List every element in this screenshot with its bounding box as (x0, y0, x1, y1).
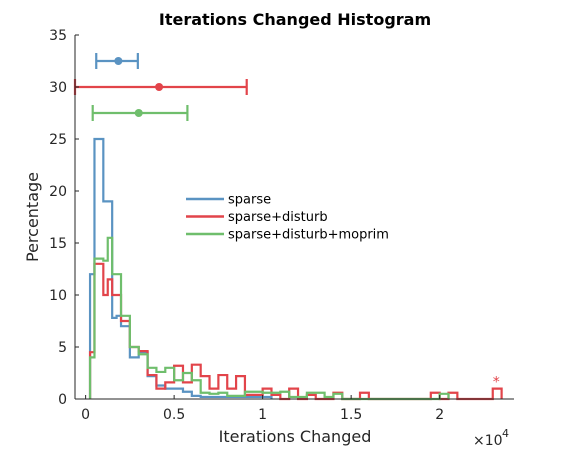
x-multiplier-base: ×10 (473, 433, 503, 449)
series-sparse-disturb-moprim-line (88, 236, 450, 401)
x-tick-label: 0 (81, 407, 90, 423)
errorbar-mean-sparse-disturb (155, 83, 164, 91)
x-tick-label: 1 (258, 407, 267, 423)
legend-label-sparse-disturb: sparse+disturb (228, 210, 328, 225)
errorbar-mean-sparse (114, 57, 123, 65)
legend-label-sparse: sparse (228, 193, 271, 208)
y-tick-label: 15 (49, 236, 67, 252)
x-tick-label: 2 (435, 407, 444, 423)
y-tick-label: 20 (49, 184, 67, 200)
legend-label-sparse-disturb-moprim: sparse+disturb+moprim (228, 228, 389, 243)
plot-area: * (73, 53, 503, 401)
axes: 0 5 10 15 20 25 30 35 0 0.5 1 1.5 2 (49, 28, 514, 423)
x-axis-label: Iterations Changed (219, 427, 372, 446)
y-tick-label: 30 (49, 80, 67, 96)
y-tick-label: 35 (49, 28, 67, 44)
y-tick-label: 25 (49, 132, 67, 148)
x-multiplier: ×10 4 (473, 427, 509, 449)
annotation-asterisk: * (493, 375, 500, 391)
series-sparse-disturb-line (88, 262, 503, 401)
legend: sparse sparse+disturb sparse+disturb+mopri… (186, 193, 389, 243)
x-tick-label: 0.5 (163, 407, 185, 423)
x-multiplier-exponent: 4 (502, 427, 509, 440)
chart-title: Iterations Changed Histogram (159, 10, 431, 29)
x-tick-label: 1.5 (340, 407, 362, 423)
y-tick-label: 0 (58, 392, 67, 408)
y-tick-label: 10 (49, 288, 67, 304)
series-sparse-line (88, 137, 273, 399)
y-tick-label: 5 (58, 340, 67, 356)
y-axis-label: Percentage (23, 172, 42, 262)
errorbar-mean-sparse-disturb-moprim (134, 109, 143, 117)
